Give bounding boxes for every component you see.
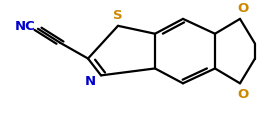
Text: N: N xyxy=(85,75,96,88)
Text: O: O xyxy=(237,88,248,101)
Text: S: S xyxy=(113,8,123,22)
Text: O: O xyxy=(237,2,248,15)
Text: NC: NC xyxy=(15,20,35,33)
